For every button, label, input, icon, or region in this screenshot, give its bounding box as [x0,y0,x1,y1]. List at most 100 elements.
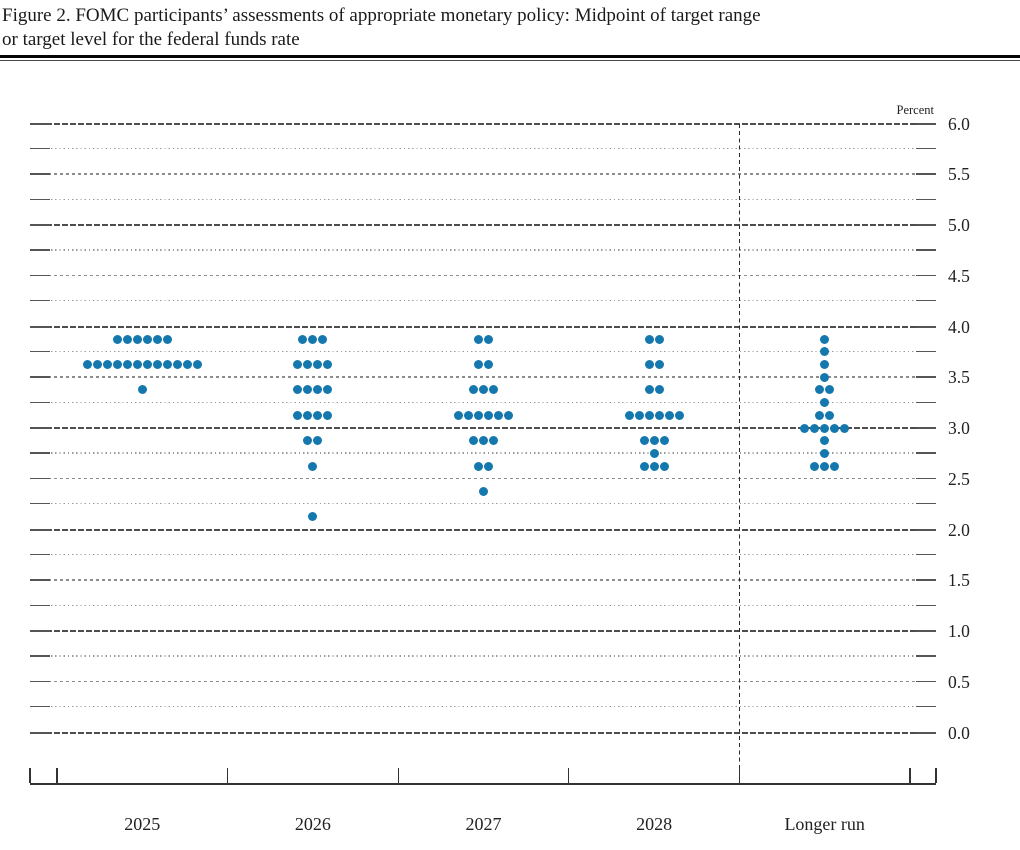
gridline-left-tick [30,300,50,302]
gridline-2.50 [30,477,936,480]
gridline-right-tick [916,503,936,505]
gridline-left-tick [30,477,50,480]
gridline-right-tick [916,300,936,302]
dot [192,360,202,370]
dot [474,461,483,471]
dot [674,410,684,420]
dot [484,334,493,344]
dot [639,461,649,471]
dot [494,410,503,420]
y-axis-label: 0.0 [948,722,970,743]
axis-tick [226,768,229,783]
y-axis-label: 4.0 [948,316,970,337]
gridline-left-tick [30,198,50,200]
y-axis-label: 4.5 [948,265,970,286]
x-axis-label-2028: 2028 [636,814,673,834]
dot [504,410,513,420]
axis-tick [56,768,58,783]
gridline-right-tick [916,173,936,175]
gridline-left-tick [30,401,50,403]
dot [644,410,654,420]
gridline-left-tick [30,680,50,683]
gridline-0.25 [30,706,936,708]
dot [830,423,840,433]
gridline-5.25 [30,198,936,200]
gridline-left-tick [30,655,50,657]
gridline-6.00 [30,122,936,125]
y-axis-label: 1.0 [948,621,970,641]
gridline-right-tick [916,401,936,403]
x-axis-label-2025: 2025 [124,814,161,834]
dot [323,385,333,395]
gridline-left-tick [30,528,50,531]
gridline-right-tick [916,198,936,200]
gridline-2.00 [30,528,936,531]
dot [172,360,182,370]
gridline-right-tick [916,528,936,531]
gridline-right-tick [916,427,936,429]
gridline-2.75 [30,452,936,454]
y-axis-label: 5.0 [948,215,970,235]
dot [649,448,659,458]
axis-tick [935,768,937,783]
dot [820,334,830,344]
gridline-0.75 [30,655,936,657]
dot [820,372,830,382]
gridline-4.25 [30,300,936,302]
gridline-left-tick [30,274,50,277]
dot [649,436,659,446]
x-axis-label-longer-run: Longer run [784,814,865,834]
dot [162,360,172,370]
dot [644,360,654,370]
axis-tick [909,768,911,783]
dot [142,360,152,370]
dot [474,334,483,344]
gridline-right-tick [916,274,936,277]
y-axis-label: 5.5 [948,164,970,185]
figure-title: Figure 2. FOMC participants’ assessments… [2,4,1002,52]
dot [303,410,313,420]
gridline-right-tick [916,147,936,150]
gridline-right-tick [916,630,936,632]
y-axis-label: 3.5 [948,367,970,388]
gridline-left-tick [30,503,50,505]
figure-title-line2: or target level for the federal funds ra… [2,29,300,50]
y-axis-label: 3.0 [948,418,970,438]
dot [293,385,303,395]
dot [644,385,654,395]
y-axis-unit-label: Percent [896,103,934,117]
gridline-left-tick [30,731,50,734]
gridline-left-tick [30,173,50,175]
axis-tick [29,768,31,783]
gridline-right-tick [916,604,936,606]
dot [654,385,664,395]
gridline-left-tick [30,376,50,378]
figure-title-line1: Figure 2. FOMC participants’ assessments… [2,5,761,26]
dot [474,410,483,420]
dot [293,410,303,420]
dot [815,385,825,395]
gridline-2.25 [30,503,936,505]
y-axis-label: 6.0 [948,113,970,134]
dot [112,334,122,344]
dot [313,385,323,395]
gridline-0.00 [30,731,936,734]
dot [308,512,318,522]
gridline-right-tick [916,325,936,328]
dot [122,334,132,344]
dot [152,360,162,370]
dot [162,334,172,344]
gridline-right-tick [916,553,936,556]
dot [92,360,102,370]
dot [323,410,333,420]
dot [484,360,493,370]
dot [479,486,488,496]
dot [815,410,825,420]
dot [308,334,318,344]
dot [293,360,303,370]
dot [182,360,192,370]
y-axis-label: 2.0 [948,519,970,540]
dot [664,410,674,420]
dot [820,360,830,370]
dot [318,334,328,344]
